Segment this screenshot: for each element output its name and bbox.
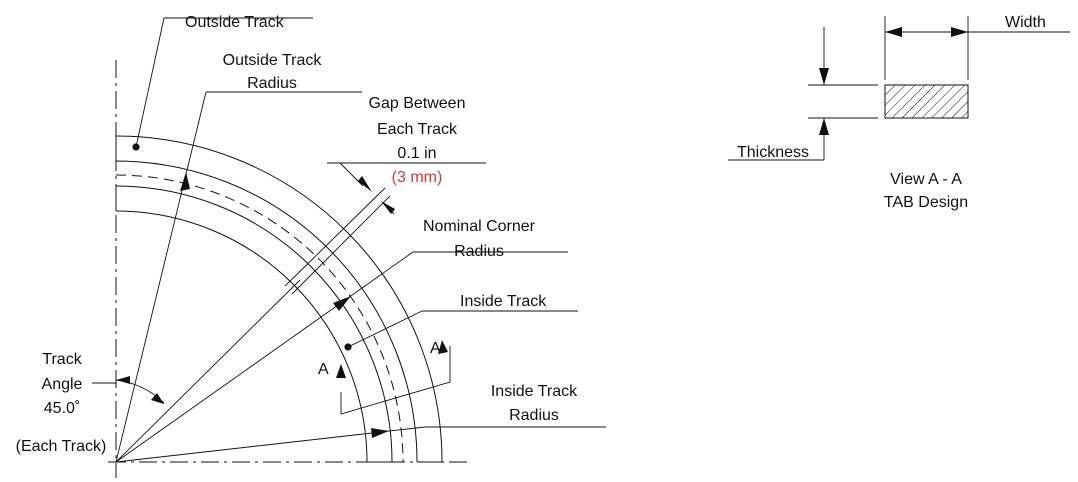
outside-track-radius-label-line2: Radius bbox=[247, 75, 297, 92]
track-angle-arrowhead-left bbox=[116, 376, 130, 384]
gap-arrowhead-bottom bbox=[381, 201, 395, 214]
thickness-label: Thickness bbox=[737, 144, 809, 161]
inside-radius-arrowhead bbox=[371, 428, 389, 438]
section-cut-line bbox=[340, 346, 451, 415]
inside-track-inner-arc bbox=[115, 210, 368, 463]
outside-track-leader-diag bbox=[135, 17, 165, 148]
gap-arrowhead-top bbox=[358, 176, 372, 192]
section-label-right: A bbox=[430, 340, 441, 357]
gap-label-line3: 0.1 in bbox=[397, 145, 436, 162]
gap-extension-1 bbox=[284, 187, 386, 287]
tab-cross-section bbox=[884, 84, 969, 119]
outside-track-dot bbox=[132, 143, 140, 151]
outside-track-radius-label-line1: Outside Track bbox=[223, 52, 323, 69]
gap-label-metric: (3 mm) bbox=[392, 169, 443, 186]
width-arrowhead-right bbox=[951, 27, 968, 37]
nominal-corner-arc bbox=[115, 174, 404, 463]
outside-track-inner-arc bbox=[115, 160, 418, 463]
outside-track-label: Outside Track bbox=[185, 14, 285, 31]
width-arrowhead-left bbox=[885, 27, 902, 37]
inside-track-outer-arc bbox=[115, 185, 393, 463]
nominal-radius-line bbox=[115, 251, 414, 463]
section-arrow-left bbox=[336, 364, 346, 378]
inside-track-leader-diag bbox=[347, 310, 423, 348]
nominal-corner-label-line1: Nominal Corner bbox=[423, 218, 536, 235]
inside-track-radius-label-line1: Inside Track bbox=[491, 383, 578, 400]
thickness-arrowhead-bottom bbox=[819, 118, 829, 135]
track-angle-line bbox=[115, 279, 301, 463]
nominal-radius-arrowhead bbox=[333, 296, 351, 311]
view-label-line2: TAB Design bbox=[884, 194, 968, 211]
track-angle-label-line1: Track bbox=[42, 351, 82, 368]
gap-label-line2: Each Track bbox=[377, 121, 458, 138]
inside-track-radius-label-line2: Radius bbox=[509, 407, 559, 424]
gap-leader-diag bbox=[339, 162, 364, 187]
thickness-arrowhead-top bbox=[819, 68, 829, 85]
view-label-line1: View A - A bbox=[890, 171, 962, 188]
inside-track-dot bbox=[344, 343, 352, 351]
nominal-corner-label-line2: Radius bbox=[454, 243, 504, 260]
section-label-left: A bbox=[318, 361, 329, 378]
track-angle-label-line2: Angle bbox=[42, 376, 83, 393]
gap-extension-2 bbox=[291, 195, 391, 295]
outside-radius-line bbox=[115, 91, 207, 463]
track-angle-label-line3: 45.0˚ bbox=[44, 400, 80, 417]
width-label: Width bbox=[1005, 14, 1046, 31]
track-angle-label-line4: (Each Track) bbox=[16, 438, 107, 455]
gap-label-line1: Gap Between bbox=[369, 95, 466, 112]
inside-track-label: Inside Track bbox=[460, 293, 547, 310]
outside-radius-arrowhead bbox=[180, 172, 190, 191]
section-arrow-right bbox=[438, 340, 448, 354]
track-angle-arrowhead-right bbox=[151, 393, 164, 404]
